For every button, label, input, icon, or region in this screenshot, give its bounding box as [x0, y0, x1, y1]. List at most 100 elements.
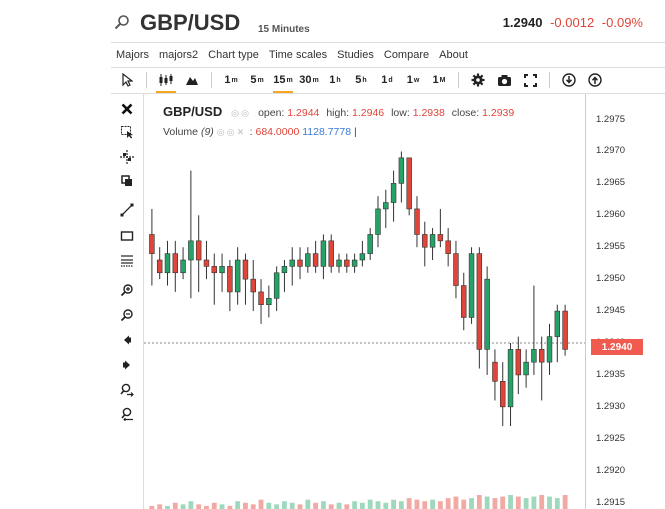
menu-compare[interactable]: Compare	[383, 49, 430, 61]
rectangle-icon[interactable]	[118, 227, 136, 245]
eye-icon[interactable]: ◎	[231, 108, 240, 119]
candle-body	[422, 234, 428, 248]
volume-bar	[547, 496, 552, 509]
mountain-chart-icon[interactable]	[182, 69, 202, 91]
price-tick-label: 1.2930	[596, 400, 626, 412]
zoom-right-icon[interactable]	[118, 381, 136, 399]
menu-studies[interactable]: Studies	[337, 49, 374, 61]
candle-body	[258, 291, 264, 305]
remove-study-icon[interactable]: ✕	[236, 127, 245, 138]
zoom-reset-icon[interactable]	[118, 405, 136, 423]
candles-chart-icon[interactable]	[156, 69, 176, 93]
clone-icon[interactable]	[118, 172, 136, 190]
candle-body	[398, 157, 405, 184]
interval-15m[interactable]: 15 m	[273, 69, 293, 93]
legend-open-label: open:	[258, 107, 285, 119]
price-chart[interactable]	[144, 94, 585, 509]
volume-bar	[274, 504, 280, 509]
settings-small-icon[interactable]: ◎	[226, 127, 235, 138]
candle-body	[531, 349, 537, 363]
legend-high-label: high:	[326, 107, 350, 119]
volume-bar-glyph: |	[353, 126, 357, 138]
volume-bar	[445, 498, 451, 509]
cursor-tool-icon[interactable]	[117, 69, 137, 91]
select-area-icon[interactable]	[118, 123, 136, 141]
menu-chart-type[interactable]: Chart type	[208, 49, 259, 61]
drawing-toolbar	[111, 94, 144, 509]
symbol-title[interactable]: GBP/USD	[140, 10, 241, 35]
menu-majors2[interactable]: majors2	[159, 49, 199, 61]
volume-bar	[227, 505, 233, 509]
scroll-right-icon[interactable]	[118, 356, 136, 374]
candle-body	[297, 259, 303, 267]
quote: 1.2940 -0.0012 -0.09%	[503, 15, 643, 30]
price-tick-label: 1.2965	[596, 177, 626, 189]
volume-bar	[461, 499, 467, 509]
price-change: -0.0012	[550, 15, 595, 30]
zoom-out-icon[interactable]	[118, 306, 136, 324]
volume-bar	[430, 499, 435, 509]
settings-small-icon[interactable]: ◎	[241, 108, 250, 119]
toolbar-separator	[458, 72, 459, 88]
close-icon[interactable]	[118, 100, 136, 118]
volume-bar	[562, 495, 568, 509]
interval-num: 30	[299, 74, 312, 86]
toolbar-separator	[211, 72, 212, 88]
zoom-in-icon[interactable]	[118, 281, 136, 299]
interval-unit: w	[413, 76, 420, 84]
crosshair-icon[interactable]	[118, 148, 136, 166]
search-icon[interactable]	[114, 14, 130, 30]
menu-time-scales[interactable]: Time scales	[268, 49, 328, 61]
candle-body	[289, 259, 295, 267]
candle-body	[492, 361, 498, 382]
menu-about[interactable]: About	[439, 49, 468, 61]
volume-bar	[492, 498, 498, 509]
interval-unit: m	[231, 76, 238, 84]
interval-unit: m	[286, 76, 293, 84]
volume-bar	[515, 496, 521, 509]
legend-high-value: 1.2946	[352, 107, 385, 119]
price-axis[interactable]: 1.2975 1.2970 1.2965 1.2960 1.2955 1.2950 1.29…	[585, 94, 665, 509]
candle-body	[515, 349, 522, 376]
download-icon[interactable]	[559, 69, 579, 91]
volume-bar	[336, 502, 342, 509]
candle-body	[507, 349, 514, 408]
candle-body	[211, 266, 217, 274]
volume-bar	[422, 501, 428, 509]
upload-icon[interactable]	[585, 69, 605, 91]
camera-icon[interactable]	[494, 69, 514, 91]
candle-body	[195, 240, 202, 261]
candle-body	[156, 259, 163, 274]
volume-bar	[188, 501, 194, 509]
legend-low-label: low:	[391, 107, 410, 119]
interval-30m[interactable]: 30 m	[299, 69, 319, 91]
scroll-left-icon[interactable]	[118, 331, 136, 349]
gear-icon[interactable]	[468, 69, 488, 91]
price-tick-label: 1.2960	[596, 209, 626, 221]
candle-body	[234, 259, 241, 293]
candle-body	[320, 240, 327, 267]
volume-bar	[453, 496, 459, 509]
menu-majors[interactable]: Majors	[116, 49, 150, 61]
fullscreen-icon[interactable]	[520, 69, 540, 91]
candle-body	[546, 336, 553, 363]
interval-unit: m	[312, 76, 319, 84]
chart-legend: GBP/USD ◎ ◎ open: 1.2944 high: 1.2946 low…	[163, 104, 514, 119]
fibonacci-icon[interactable]	[118, 252, 136, 270]
volume-bar	[211, 502, 217, 509]
price-tick-label: 1.2950	[596, 273, 626, 285]
price-tick-label: 1.2915	[596, 496, 626, 508]
eye-icon[interactable]: ◎	[216, 127, 225, 138]
volume-bar	[391, 499, 397, 509]
candle-body	[351, 259, 358, 267]
candle-body	[172, 253, 179, 274]
trend-line-icon[interactable]	[118, 201, 136, 219]
